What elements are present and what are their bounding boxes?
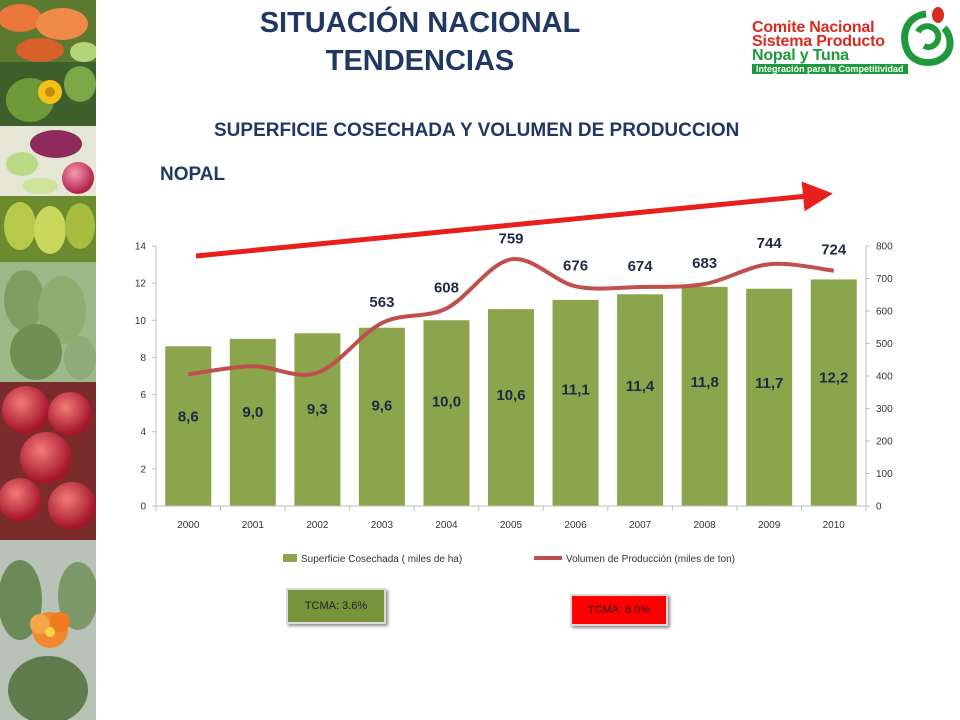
- surface-bar: [229, 338, 276, 506]
- surface-bar-label: 12,2: [819, 370, 848, 387]
- slide-title-line2: TENDENCIAS: [325, 45, 515, 77]
- trend-arrow: [195, 181, 833, 259]
- surface-bar: [810, 279, 857, 506]
- surface-bar: [294, 333, 341, 506]
- x-tick-label: 2003: [371, 520, 394, 531]
- chart-axes: 0 2 4 6 8 10 12 14 0 100 200 300 400 500 600 700 800 2000…: [135, 242, 893, 532]
- surface-bar: [552, 299, 599, 506]
- photo-tile-red-tunas: [0, 382, 96, 540]
- tcma-volume-badge: TCMA: 6.0%: [570, 594, 668, 626]
- y-right-tick-label: 600: [876, 307, 893, 318]
- y-right-tick-label: 0: [876, 502, 882, 513]
- surface-bar-label: 11,1: [561, 381, 589, 398]
- photo-tile-orange-flower: [0, 540, 96, 720]
- volume-point-label: 683: [692, 255, 717, 272]
- x-tick-label: 2009: [758, 520, 781, 531]
- surface-bar-label: 10,6: [496, 387, 525, 404]
- surface-bar: [423, 320, 470, 506]
- surface-bar-label: 11,4: [626, 378, 655, 395]
- surface-bar-label: 10,0: [432, 393, 461, 410]
- tcma-surface-badge: TCMA: 3.6%: [286, 588, 386, 624]
- surface-bar-label: 11,7: [755, 375, 783, 392]
- comite-nacional-logo: Comite Nacional Sistema Producto Nopal y…: [748, 6, 960, 76]
- surface-bar-label: 8,6: [178, 408, 199, 425]
- volume-point-label: 676: [563, 257, 588, 274]
- y-left-tick-label: 2: [140, 464, 146, 475]
- y-right-tick-label: 700: [876, 274, 893, 285]
- slide-title-line1: SITUACIÓN NACIONAL: [259, 7, 581, 39]
- y-left-tick-label: 4: [140, 427, 146, 438]
- y-right-tick-label: 200: [876, 437, 893, 448]
- y-right-tick-label: 800: [876, 242, 893, 253]
- volume-point-label: 744: [757, 235, 783, 252]
- bar-series: [165, 279, 857, 506]
- surface-bar-label: 9,6: [371, 398, 392, 415]
- x-tick-label: 2010: [823, 520, 846, 531]
- volume-line: [188, 257, 834, 377]
- data-labels: 8,6 9,0 9,3 9,6 563 10,0 608 10,6 759 11,1 676 11,4…: [178, 230, 848, 425]
- y-left-tick-label: 10: [135, 316, 147, 327]
- legend-label-volume: Volumen de Producción (miles de ton): [566, 554, 735, 565]
- y-right-tick-label: 400: [876, 372, 893, 383]
- photo-tile-green-tunas: [0, 196, 96, 262]
- logo-line1: Comite Nacional: [752, 19, 875, 36]
- x-tick-label: 2007: [629, 520, 652, 531]
- y-left-tick-label: 12: [135, 279, 147, 290]
- chart-subtitle: SUPERFICIE COSECHADA Y VOLUMEN DE PRODUC…: [214, 120, 740, 141]
- x-tick-label: 2001: [242, 520, 265, 531]
- photo-tile-nopal-pads: [0, 262, 96, 382]
- x-tick-label: 2005: [500, 520, 523, 531]
- y-left-tick-label: 8: [140, 353, 146, 364]
- volume-point-label: 608: [434, 279, 459, 296]
- y-right-tick-label: 100: [876, 469, 893, 480]
- surface-bar: [358, 327, 405, 506]
- legend-swatch-surface: [283, 554, 297, 562]
- cactus-photo-strip: [0, 0, 96, 720]
- x-tick-label: 2002: [306, 520, 329, 531]
- volume-point-label: 563: [369, 294, 394, 311]
- surface-bar-label: 11,8: [690, 374, 718, 391]
- y-left-tick-label: 14: [135, 242, 147, 253]
- x-tick-label: 2006: [564, 520, 587, 531]
- y-left-tick-label: 0: [140, 502, 146, 513]
- surface-bar-label: 9,0: [242, 404, 263, 421]
- nopal-emblem-icon: [901, 7, 954, 66]
- surface-bar: [488, 309, 534, 506]
- photo-tile-yellow-flower: [0, 62, 96, 126]
- x-tick-label: 2008: [694, 520, 717, 531]
- y-right-tick-label: 500: [876, 339, 893, 350]
- volume-point-label: 674: [628, 258, 654, 275]
- surface-bar-label: 9,3: [307, 401, 328, 418]
- photo-tile-fruit-slices: [0, 0, 96, 62]
- surface-bar: [681, 286, 728, 506]
- y-left-tick-label: 6: [140, 390, 146, 401]
- volume-point-label: 759: [498, 230, 523, 247]
- crop-label: NOPAL: [160, 164, 226, 185]
- chart-legend: Superficie Cosechada ( miles de ha) Volu…: [283, 554, 735, 565]
- y-right-tick-label: 300: [876, 404, 893, 415]
- legend-label-surface: Superficie Cosechada ( miles de ha): [301, 554, 462, 565]
- photo-tile-cut-fruit: [0, 126, 96, 196]
- logo-line2: Sistema Producto: [752, 33, 885, 50]
- volume-point-label: 724: [821, 242, 847, 259]
- surface-bar: [617, 294, 664, 506]
- x-tick-label: 2004: [435, 520, 458, 531]
- x-tick-label: 2000: [177, 520, 200, 531]
- surface-bar: [746, 288, 793, 506]
- logo-line3: Nopal y Tuna: [752, 47, 849, 64]
- logo-tagline: Integración para la Competitividad: [752, 64, 908, 74]
